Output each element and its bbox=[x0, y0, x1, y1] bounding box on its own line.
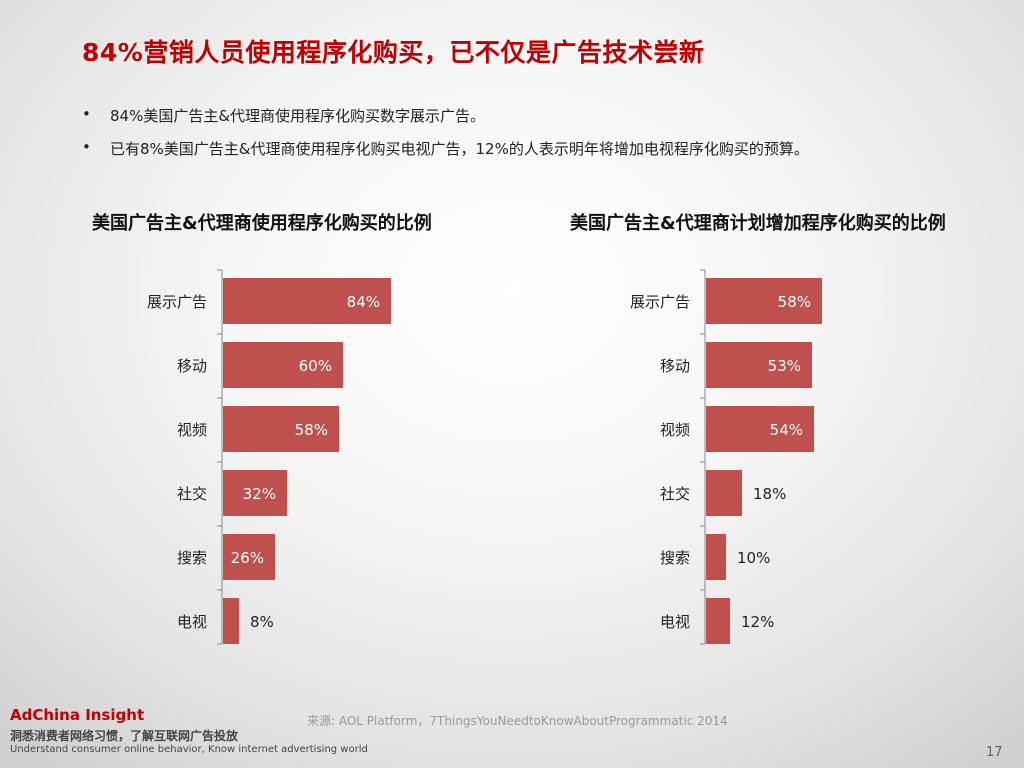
value-label: 18% bbox=[753, 485, 786, 503]
brand-logo-text: AdChina Insight bbox=[10, 706, 145, 724]
value-label: 10% bbox=[737, 549, 770, 567]
bar bbox=[223, 278, 391, 324]
value-label: 58% bbox=[778, 293, 811, 311]
bullet-marker: • bbox=[82, 138, 91, 156]
bullet-item: • 84%美国广告主&代理商使用程序化购买数字展示广告。 bbox=[82, 105, 809, 138]
bullet-marker: • bbox=[82, 105, 91, 123]
value-label: 12% bbox=[741, 613, 774, 631]
bullet-text: 已有8%美国广告主&代理商使用程序化购买电视广告，12%的人表示明年将增加电视程… bbox=[110, 140, 809, 158]
category-label: 展示广告 bbox=[147, 293, 207, 311]
bar bbox=[223, 342, 343, 388]
category-label: 移动 bbox=[660, 357, 690, 375]
category-label: 电视 bbox=[660, 613, 690, 631]
value-label: 8% bbox=[250, 613, 274, 631]
chart-title-usage: 美国广告主&代理商使用程序化购买的比例 bbox=[92, 213, 432, 234]
value-label: 58% bbox=[295, 421, 328, 439]
bar bbox=[706, 342, 812, 388]
page-title: 84%营销人员使用程序化购买，已不仅是广告技术尝新 bbox=[82, 38, 705, 67]
bar bbox=[706, 598, 730, 644]
bar bbox=[223, 598, 239, 644]
category-label: 社交 bbox=[177, 485, 207, 503]
category-label: 视频 bbox=[660, 421, 690, 439]
brand-slogan-en: Understand consumer online behavior, Kno… bbox=[10, 744, 368, 755]
bar bbox=[706, 278, 822, 324]
category-label: 搜索 bbox=[660, 549, 690, 567]
page-number: 17 bbox=[986, 745, 1003, 760]
brand-slogan-cn: 洞悉消费者网络习惯，了解互联网广告投放 bbox=[10, 729, 239, 743]
category-label: 移动 bbox=[177, 357, 207, 375]
value-label: 84% bbox=[347, 293, 380, 311]
bar bbox=[223, 534, 275, 580]
bar bbox=[706, 534, 726, 580]
bar bbox=[706, 406, 814, 452]
category-label: 电视 bbox=[177, 613, 207, 631]
bar bbox=[223, 406, 339, 452]
value-label: 26% bbox=[231, 549, 264, 567]
bar bbox=[223, 470, 287, 516]
bullet-text: 84%美国广告主&代理商使用程序化购买数字展示广告。 bbox=[110, 107, 486, 125]
value-label: 32% bbox=[243, 485, 276, 503]
value-label: 60% bbox=[299, 357, 332, 375]
bullet-list: • 84%美国广告主&代理商使用程序化购买数字展示广告。 • 已有8%美国广告主… bbox=[82, 105, 809, 171]
category-label: 视频 bbox=[177, 421, 207, 439]
category-label: 搜索 bbox=[177, 549, 207, 567]
bar bbox=[706, 470, 742, 516]
usage-bar-chart: 展示广告 84% 移动 60% 视频 58% 社交 32% 搜索 26% 电视 8% bbox=[147, 269, 391, 645]
value-label: 53% bbox=[768, 357, 801, 375]
value-label: 54% bbox=[770, 421, 803, 439]
source-note: 来源: AOL Platform，7ThingsYouNeedtoKnowAbo… bbox=[307, 714, 728, 728]
category-label: 社交 bbox=[660, 485, 690, 503]
category-label: 展示广告 bbox=[630, 293, 690, 311]
plan-bar-chart: 展示广告 58% 移动 53% 视频 54% 社交 18% 搜索 10% 电视 12% bbox=[630, 269, 822, 645]
chart-title-plan: 美国广告主&代理商计划增加程序化购买的比例 bbox=[570, 213, 946, 234]
bullet-item: • 已有8%美国广告主&代理商使用程序化购买电视广告，12%的人表示明年将增加电… bbox=[82, 138, 809, 171]
